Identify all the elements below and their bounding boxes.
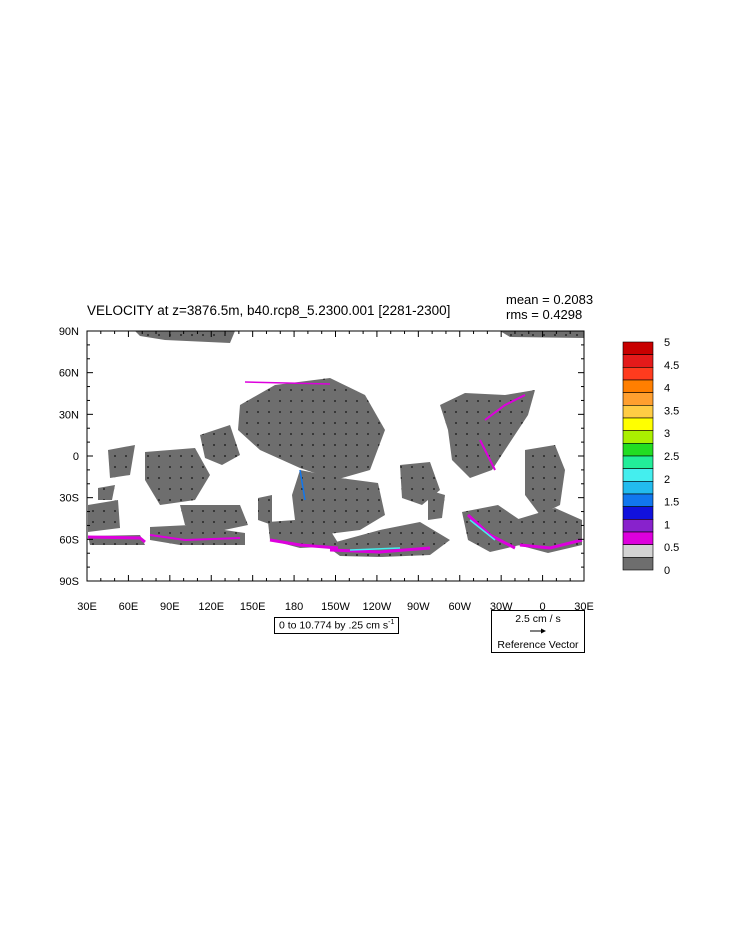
velocity-vector-field: [180, 505, 248, 533]
reference-vector-magnitude: 2.5 cm / s: [515, 613, 561, 625]
high-velocity-trace: [244, 381, 331, 385]
latitude-label: 60S: [59, 534, 79, 546]
colorbar-label: 3: [664, 428, 670, 440]
colorbar-label: 0.5: [664, 542, 679, 554]
velocity-vector-field: [428, 490, 445, 520]
colorbar-swatch: [622, 493, 654, 507]
high-velocity-trace: [484, 394, 526, 421]
velocity-vector-field: [238, 378, 385, 480]
longitude-label: 180: [285, 601, 303, 613]
high-velocity-trace: [299, 469, 306, 501]
contour-info-text: 0 to 10.774 by .25 cm s: [279, 619, 389, 632]
high-velocity-trace: [519, 538, 583, 550]
latitude-label: 30S: [59, 493, 79, 505]
colorbar-label: 4.5: [664, 360, 679, 372]
colorbar-swatch: [622, 405, 654, 419]
velocity-vector-field: [135, 331, 235, 343]
velocity-highlights: [87, 381, 583, 554]
velocity-vector-field: [145, 448, 210, 505]
latitude-label: 90S: [59, 576, 79, 588]
longitude-label: 60E: [119, 601, 139, 613]
colorbar-swatch: [622, 367, 654, 381]
high-velocity-trace: [149, 534, 241, 542]
velocity-vector-field: [258, 495, 272, 525]
colorbar-swatch: [622, 417, 654, 431]
colorbar-label: 4: [664, 383, 670, 395]
colorbar-swatch: [622, 430, 654, 444]
colorbar-swatch: [622, 519, 654, 533]
high-velocity-trace: [479, 439, 496, 471]
axis-ticks: [86, 330, 585, 582]
rms-value: rms = 0.4298: [506, 307, 583, 322]
colorbar-swatch: [622, 379, 654, 393]
plot-title: VELOCITY at z=3876.5m, b40.rcp8_5.2300.0…: [87, 303, 451, 318]
mean-value: mean = 0.2083: [506, 292, 594, 307]
longitude-label: 150E: [240, 601, 266, 613]
colorbar-label: 1.5: [664, 497, 679, 509]
colorbar: 5 4.5 4 3.5 3 2.5 2 1.5 1 0.5 0: [622, 337, 679, 577]
high-velocity-trace: [466, 513, 516, 550]
velocity-vector-field: [98, 485, 115, 500]
colorbar-label: 0: [664, 565, 670, 577]
longitude-label: 90W: [407, 601, 430, 613]
high-velocity-trace: [269, 538, 339, 550]
velocity-vector-field: [515, 508, 582, 553]
colorbar-swatch: [622, 392, 654, 406]
colorbar-swatch: [622, 354, 654, 368]
velocity-vector-field: [200, 425, 240, 465]
colorbar-label: 2: [664, 474, 670, 486]
latitude-label: 0: [73, 451, 79, 463]
colorbar-label: 5: [664, 337, 670, 349]
colorbar-swatch: [622, 557, 654, 571]
velocity-vector-field: [292, 470, 385, 535]
colorbar-swatch: [622, 506, 654, 520]
velocity-vector-field: [525, 445, 565, 515]
colorbar-label: 3.5: [664, 405, 679, 417]
high-velocity-trace: [349, 547, 401, 551]
velocity-vector-field: [150, 525, 245, 545]
colorbar-label: 1: [664, 519, 670, 531]
high-velocity-trace: [87, 535, 146, 544]
longitude-label: 120E: [198, 601, 224, 613]
reference-vector-caption: Reference Vector: [497, 639, 579, 651]
longitude-label: 150W: [321, 601, 350, 613]
longitude-label: 30E: [77, 601, 97, 613]
velocity-vector-field: [108, 445, 135, 478]
reference-arrow-icon: [530, 628, 546, 634]
reference-vector-box: 2.5 cm / s Reference Vector: [491, 610, 585, 653]
colorbar-swatch: [622, 443, 654, 457]
colorbar-label: 2.5: [664, 451, 679, 463]
velocity-vector-field: [88, 500, 120, 532]
high-velocity-trace: [469, 519, 496, 541]
longitude-label: 120W: [363, 601, 392, 613]
colorbar-swatch: [622, 341, 654, 355]
velocity-vector-field: [462, 505, 520, 552]
longitude-label: 60W: [448, 601, 471, 613]
latitude-label: 90N: [59, 326, 79, 338]
latitude-label: 30N: [59, 409, 79, 421]
latitude-label: 60N: [59, 368, 79, 380]
map-area: [87, 331, 584, 581]
contour-info-box: 0 to 10.774 by .25 cm s-1: [274, 617, 400, 634]
longitude-label: 0: [540, 601, 546, 613]
velocity-vector-field: [440, 390, 535, 478]
colorbar-swatch: [622, 531, 654, 545]
colorbar-swatch: [622, 468, 654, 482]
colorbar-swatch: [622, 481, 654, 495]
colorbar-swatch: [622, 544, 654, 558]
longitude-label: 90E: [160, 601, 180, 613]
high-velocity-trace: [329, 546, 431, 554]
velocity-vector-field: [500, 331, 584, 338]
contour-info-unit-exponent: -1: [388, 619, 395, 626]
latitude-labels: 90N 60N 30N 0 30S 60S 90S: [59, 326, 79, 588]
ocean-basin-fields: [88, 331, 584, 557]
velocity-vector-field: [268, 520, 340, 548]
colorbar-swatch: [622, 455, 654, 469]
